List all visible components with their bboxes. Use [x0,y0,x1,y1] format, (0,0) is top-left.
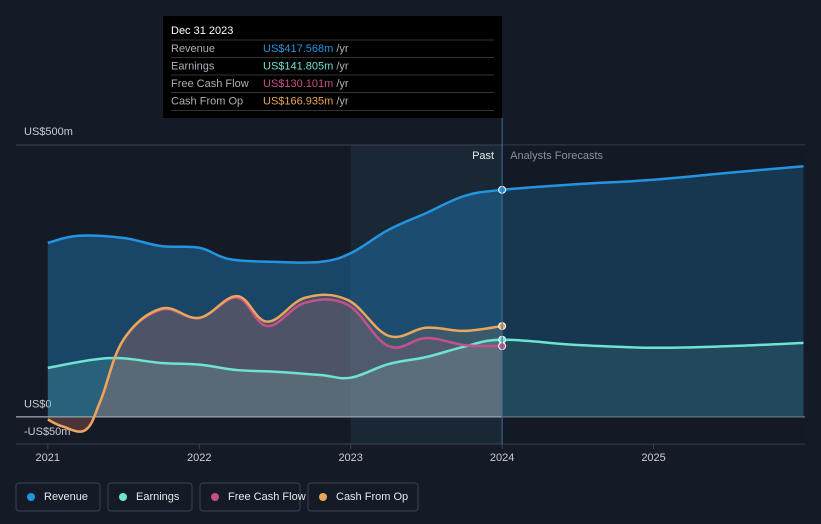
legend-label: Free Cash Flow [228,491,306,503]
y-tick-label: US$500m [24,126,73,138]
legend-swatch [27,493,35,501]
forecast-overlay [502,145,805,444]
tooltip-value: US$166.935m/yr [263,95,349,107]
series-line [47,293,503,433]
tooltip-value-number: US$130.101m [263,78,333,90]
tooltip-unit: /yr [336,78,349,90]
legend-swatch [119,493,127,501]
legend-box [307,482,419,512]
tooltip-value-number: US$417.568m [263,43,333,55]
y-tick-label: -US$50m [24,426,70,438]
legend-box [199,482,301,512]
tooltip-value-number: US$141.805m [263,60,333,72]
tooltip-value: US$417.568m/yr [263,43,349,55]
legend-item[interactable]: Cash From Op [307,482,419,512]
tooltip-box [163,16,502,118]
series-line [47,338,804,380]
forecast-label: Analysts Forecasts [510,150,603,162]
tooltip-value: US$141.805m/yr [263,60,349,72]
x-tick-label: 2024 [490,452,514,464]
series-area [47,294,503,432]
series-area [47,166,804,417]
tooltip-label: Free Cash Flow [171,78,249,90]
tooltip-value: US$130.101m/yr [263,78,349,90]
x-tick-label: 2021 [36,452,60,464]
tooltip-date: Dec 31 2023 [171,25,233,37]
tooltip-value-number: US$166.935m [263,95,333,107]
series-area [47,339,804,417]
series-line [47,164,804,264]
series-area [47,297,503,432]
legend-swatch [211,493,219,501]
legend-item[interactable]: Free Cash Flow [199,482,306,512]
x-tick-label: 2022 [187,452,211,464]
tooltip-unit: /yr [336,60,349,72]
past-label: Past [472,150,494,162]
tooltip-unit: /yr [336,95,349,107]
legend-label: Revenue [44,491,88,503]
legend-label: Earnings [136,491,180,503]
legend-item[interactable]: Earnings [107,482,193,512]
legend-item[interactable]: Revenue [15,482,101,512]
x-tick-label: 2025 [641,452,665,464]
y-tick-label: US$0 [24,399,52,411]
tooltip-label: Cash From Op [171,95,243,107]
highlight-band [350,145,503,444]
tooltip: Dec 31 2023 Revenue US$417.568m/yr Earnings… [163,16,502,118]
legend-box [15,482,101,512]
legend-swatch [319,493,327,501]
tooltip-label: Earnings [171,60,215,72]
tooltip-unit: /yr [336,43,349,55]
tooltip-label: Revenue [171,43,215,55]
legend-box [107,482,193,512]
x-tick-label: 2023 [338,452,362,464]
legend-label: Cash From Op [336,491,408,503]
